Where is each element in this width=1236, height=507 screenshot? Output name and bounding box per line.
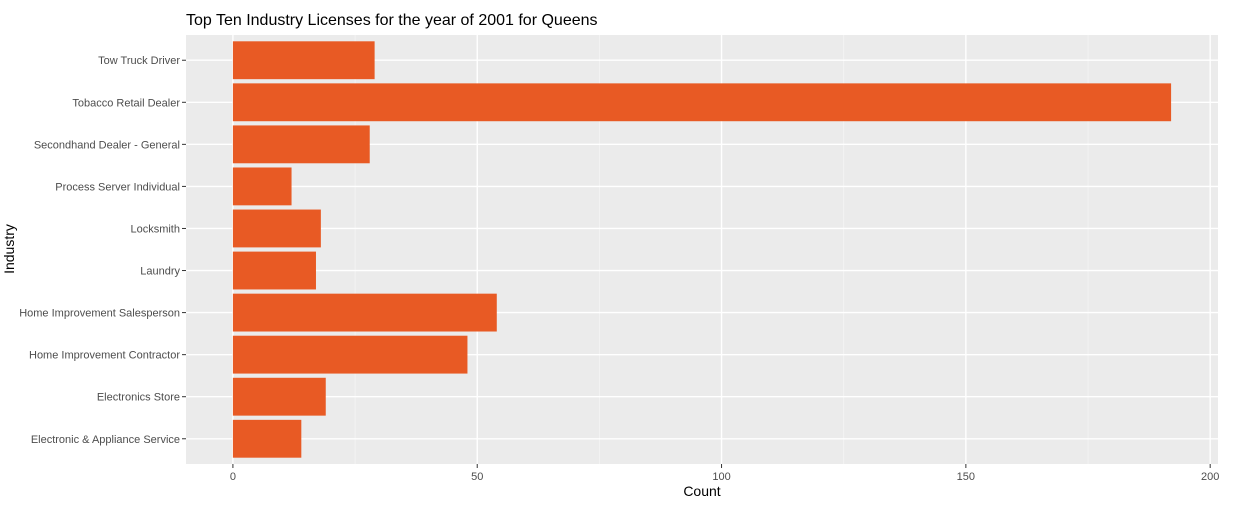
bar bbox=[232, 251, 316, 290]
x-tick-label: 50 bbox=[471, 471, 483, 483]
bar bbox=[232, 125, 370, 164]
y-tick-label: Laundry bbox=[140, 266, 180, 278]
y-axis: Electronic & Appliance Service Electronic… bbox=[19, 55, 186, 446]
y-tick-label: Home Improvement Contractor bbox=[29, 350, 180, 362]
x-tick-label: 150 bbox=[957, 471, 975, 483]
bar bbox=[232, 209, 321, 248]
bar bbox=[232, 293, 497, 332]
y-tick-label: Electronic & Appliance Service bbox=[31, 434, 180, 446]
x-tick-label: 100 bbox=[712, 471, 730, 483]
y-tick-label: Tow Truck Driver bbox=[98, 55, 180, 67]
y-tick-label: Tobacco Retail Dealer bbox=[72, 97, 180, 109]
y-axis-label: Industry bbox=[1, 224, 17, 274]
bar bbox=[232, 167, 292, 206]
chart-title: Top Ten Industry Licenses for the year o… bbox=[186, 12, 598, 29]
bar bbox=[232, 335, 468, 374]
x-tick-label: 200 bbox=[1201, 471, 1219, 483]
bar bbox=[232, 41, 375, 80]
x-axis: 0 50 100 150 200 bbox=[230, 464, 1219, 483]
x-tick-label: 0 bbox=[230, 471, 236, 483]
bar bbox=[232, 83, 1172, 122]
y-tick-label: Secondhand Dealer - General bbox=[34, 139, 180, 151]
bar bbox=[232, 419, 302, 458]
bar bbox=[232, 377, 326, 416]
bars bbox=[232, 41, 1172, 458]
y-tick-label: Process Server Individual bbox=[55, 181, 180, 193]
y-tick-label: Electronics Store bbox=[97, 392, 180, 404]
x-axis-label: Count bbox=[683, 483, 720, 499]
y-tick-label: Locksmith bbox=[130, 223, 180, 235]
y-tick-label: Home Improvement Salesperson bbox=[19, 308, 180, 320]
